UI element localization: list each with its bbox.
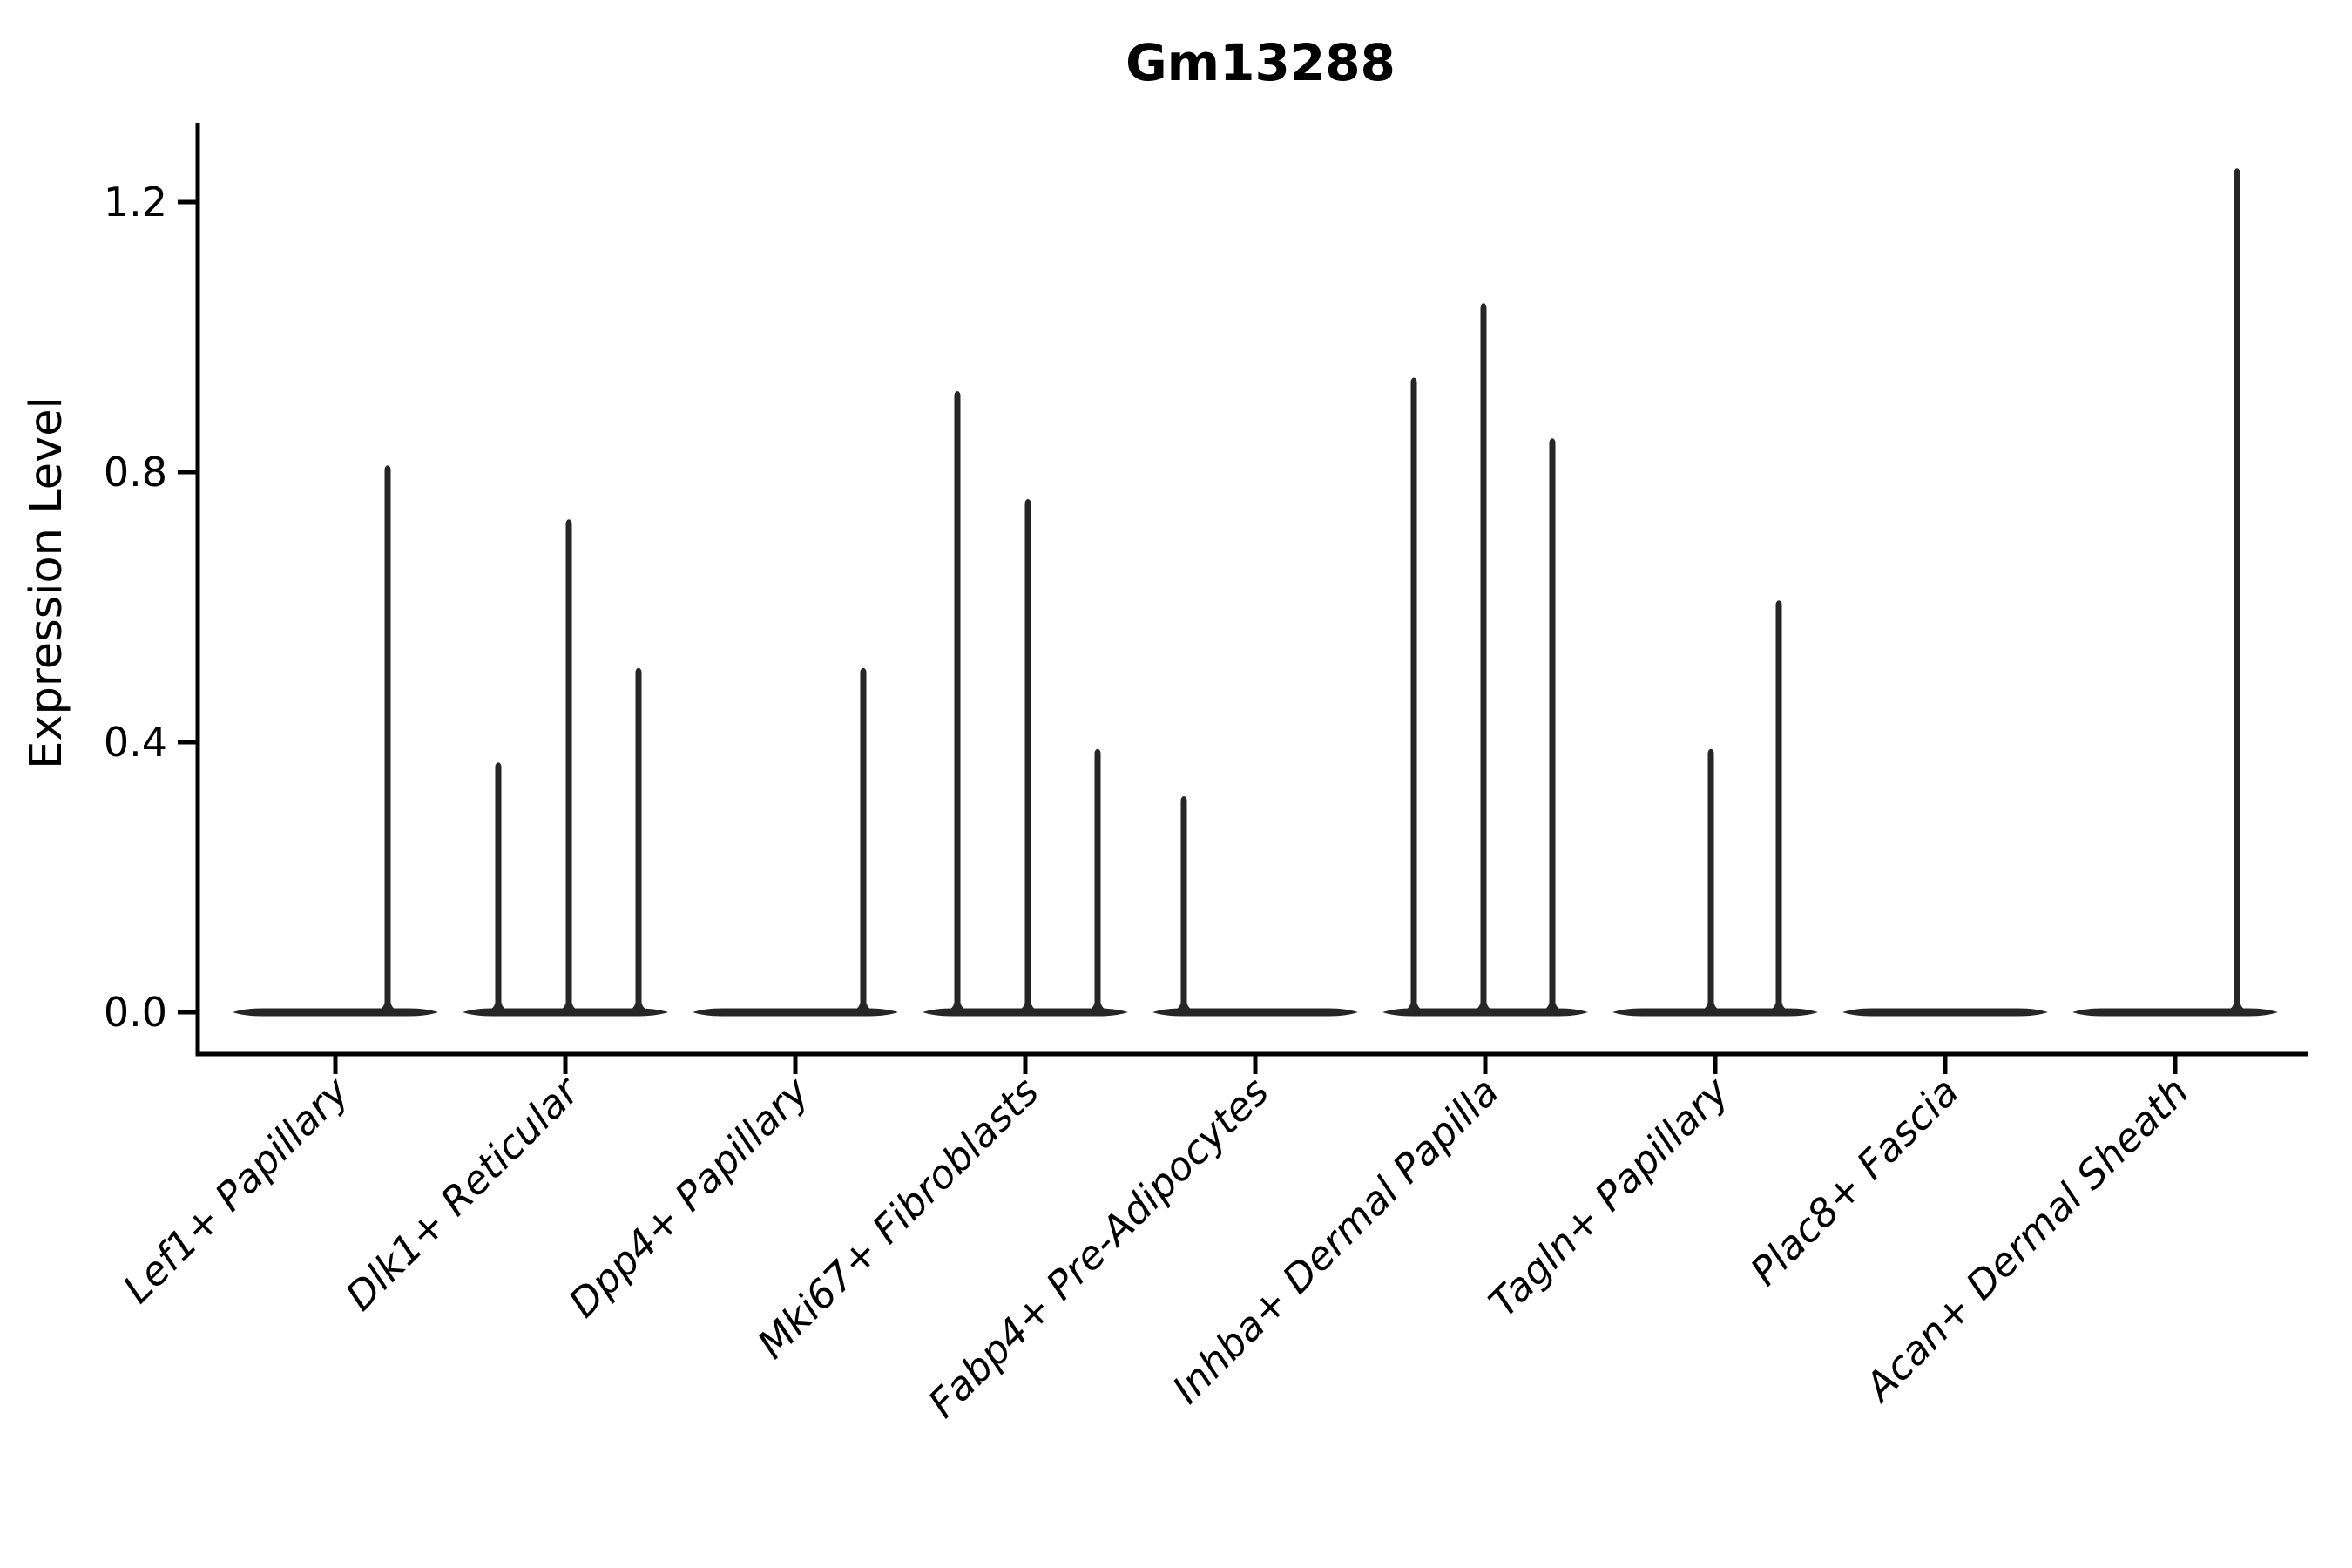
violin-spike bbox=[1700, 748, 1722, 1010]
violin-layer bbox=[233, 168, 2278, 1017]
violin-baseline bbox=[1612, 1008, 1818, 1017]
violin bbox=[1152, 796, 1358, 1017]
violin-baseline bbox=[693, 1008, 898, 1017]
violin-spike bbox=[1173, 796, 1195, 1010]
y-tick-label: 0.8 bbox=[104, 449, 167, 496]
violin bbox=[2072, 168, 2278, 1017]
violin-spike bbox=[1541, 438, 1564, 1010]
x-tick-label: Tagln+ Papillary bbox=[1480, 1067, 1739, 1326]
violin bbox=[233, 465, 438, 1017]
x-tick-label: Dpp4+ Papillary bbox=[560, 1067, 819, 1326]
x-tick-label: Lef1+ Papillary bbox=[114, 1067, 359, 1312]
violin bbox=[923, 391, 1128, 1017]
y-axis-label: Expression Level bbox=[21, 396, 72, 769]
violin-baseline bbox=[463, 1008, 668, 1017]
violin-spike bbox=[1402, 377, 1425, 1011]
violin bbox=[693, 667, 898, 1017]
violin bbox=[1382, 303, 1588, 1017]
violin-spike bbox=[487, 762, 510, 1010]
violin-baseline bbox=[2072, 1008, 2278, 1017]
x-tick-label: Dlk1+ Reticular bbox=[336, 1067, 589, 1320]
violin bbox=[463, 519, 668, 1017]
violin-spike bbox=[1017, 499, 1039, 1010]
violin-baseline bbox=[233, 1008, 438, 1017]
violin-baseline bbox=[1382, 1008, 1588, 1017]
violin-baseline bbox=[1152, 1008, 1358, 1017]
violin-spike bbox=[852, 667, 875, 1010]
violin bbox=[1612, 600, 1818, 1017]
y-tick-label: 1.2 bbox=[104, 179, 167, 226]
y-tick-label: 0.0 bbox=[104, 989, 167, 1036]
violin-spike bbox=[1472, 303, 1495, 1010]
violin-spike bbox=[1767, 600, 1790, 1010]
violin-spike bbox=[946, 391, 969, 1010]
violin-baseline bbox=[923, 1008, 1128, 1017]
violin-spike bbox=[376, 465, 399, 1010]
axes-layer bbox=[178, 123, 2308, 1074]
y-tick-label: 0.4 bbox=[104, 719, 167, 766]
violin bbox=[1842, 1008, 2048, 1017]
violin-spike bbox=[558, 519, 580, 1010]
violin-spike bbox=[1086, 748, 1109, 1010]
violin-spike bbox=[627, 667, 650, 1010]
violin-baseline bbox=[1842, 1008, 2048, 1017]
chart-title: Gm13288 bbox=[1125, 33, 1396, 92]
violin-spike bbox=[2226, 168, 2248, 1010]
x-tick-label: Plac8+ Fascia bbox=[1741, 1068, 1968, 1294]
